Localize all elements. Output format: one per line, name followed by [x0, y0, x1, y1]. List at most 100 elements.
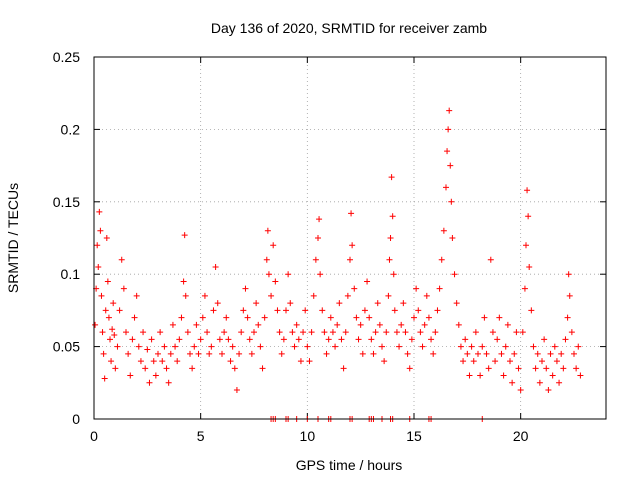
data-point	[193, 321, 200, 328]
data-point	[261, 314, 268, 321]
data-point	[445, 126, 452, 133]
data-point	[297, 358, 304, 365]
y-tick-label: 0.25	[53, 49, 80, 65]
y-axis-tick-labels: 0 0.05 0.1 0.15 0.2 0.25	[53, 49, 80, 427]
data-point	[571, 350, 577, 357]
data-point	[123, 329, 129, 336]
data-point	[178, 314, 185, 321]
data-point	[449, 235, 456, 241]
data-point	[169, 321, 176, 328]
data-point	[466, 372, 473, 379]
data-point	[210, 307, 217, 314]
data-point	[99, 329, 106, 336]
data-point	[496, 314, 503, 321]
data-point	[393, 329, 400, 336]
data-point	[127, 372, 134, 379]
x-tick-label: 0	[90, 428, 98, 444]
data-point	[430, 350, 437, 357]
data-point	[135, 343, 142, 350]
data-point	[276, 329, 283, 336]
data-point	[386, 256, 393, 263]
data-point	[174, 358, 181, 365]
data-point	[110, 300, 117, 307]
data-point	[413, 285, 420, 292]
data-point	[319, 307, 326, 314]
data-point	[111, 332, 118, 339]
data-point	[308, 329, 315, 336]
data-series-srmtid	[92, 107, 584, 422]
x-axis-label: GPS time / hours	[296, 457, 403, 473]
data-point	[325, 336, 332, 343]
data-point	[472, 329, 479, 336]
data-point	[494, 336, 501, 343]
data-point	[440, 227, 447, 234]
data-point	[453, 300, 460, 307]
data-point	[287, 300, 294, 307]
data-point	[457, 343, 464, 350]
data-point	[289, 329, 296, 336]
data-point	[438, 256, 445, 263]
data-point	[148, 336, 155, 343]
data-point	[225, 336, 232, 343]
axis-ticks	[93, 56, 606, 420]
data-point	[444, 148, 451, 155]
data-point	[348, 210, 355, 217]
data-point	[381, 358, 388, 365]
data-point	[498, 350, 505, 357]
data-point	[423, 292, 430, 299]
data-point	[562, 336, 569, 343]
chart-title: Day 136 of 2020, SRMTID for receiver zam…	[211, 20, 487, 36]
data-point	[180, 278, 187, 285]
data-point	[270, 242, 277, 249]
data-point	[398, 321, 405, 328]
data-point	[332, 343, 339, 350]
y-tick-label: 0	[72, 411, 80, 427]
data-point	[246, 336, 253, 343]
data-point	[489, 329, 496, 336]
x-tick-label: 20	[513, 428, 529, 444]
data-point	[504, 321, 511, 328]
data-point	[500, 372, 507, 379]
data-point	[389, 213, 396, 220]
data-point	[114, 343, 121, 350]
data-point	[94, 242, 101, 249]
data-point	[417, 329, 424, 336]
data-point	[351, 285, 358, 292]
data-point	[238, 329, 245, 336]
data-point	[485, 365, 492, 372]
data-point	[327, 314, 334, 321]
data-point	[366, 314, 373, 321]
data-point	[530, 343, 537, 350]
data-point	[144, 346, 151, 353]
data-point	[364, 278, 371, 285]
data-point	[172, 343, 179, 350]
data-point	[98, 292, 105, 299]
data-point	[492, 358, 499, 365]
data-point	[152, 372, 159, 379]
data-point	[329, 329, 336, 336]
data-point	[199, 314, 206, 321]
data-point	[255, 321, 262, 328]
data-point	[468, 343, 475, 350]
data-point	[502, 343, 509, 350]
data-point	[385, 292, 392, 299]
data-point	[272, 278, 279, 285]
data-point	[105, 314, 112, 321]
data-point	[244, 314, 251, 321]
data-point	[336, 300, 343, 307]
data-point	[539, 358, 545, 365]
data-point	[536, 379, 543, 386]
data-point	[137, 358, 144, 365]
data-point	[338, 336, 345, 343]
data-point	[274, 307, 281, 314]
data-point	[95, 263, 102, 270]
data-point	[304, 343, 311, 350]
data-point	[280, 336, 287, 343]
data-point	[334, 321, 341, 328]
data-point	[227, 358, 234, 365]
data-point	[462, 336, 469, 343]
data-point	[102, 307, 109, 314]
data-point	[509, 379, 516, 386]
data-point	[109, 326, 116, 333]
data-point	[340, 365, 347, 372]
